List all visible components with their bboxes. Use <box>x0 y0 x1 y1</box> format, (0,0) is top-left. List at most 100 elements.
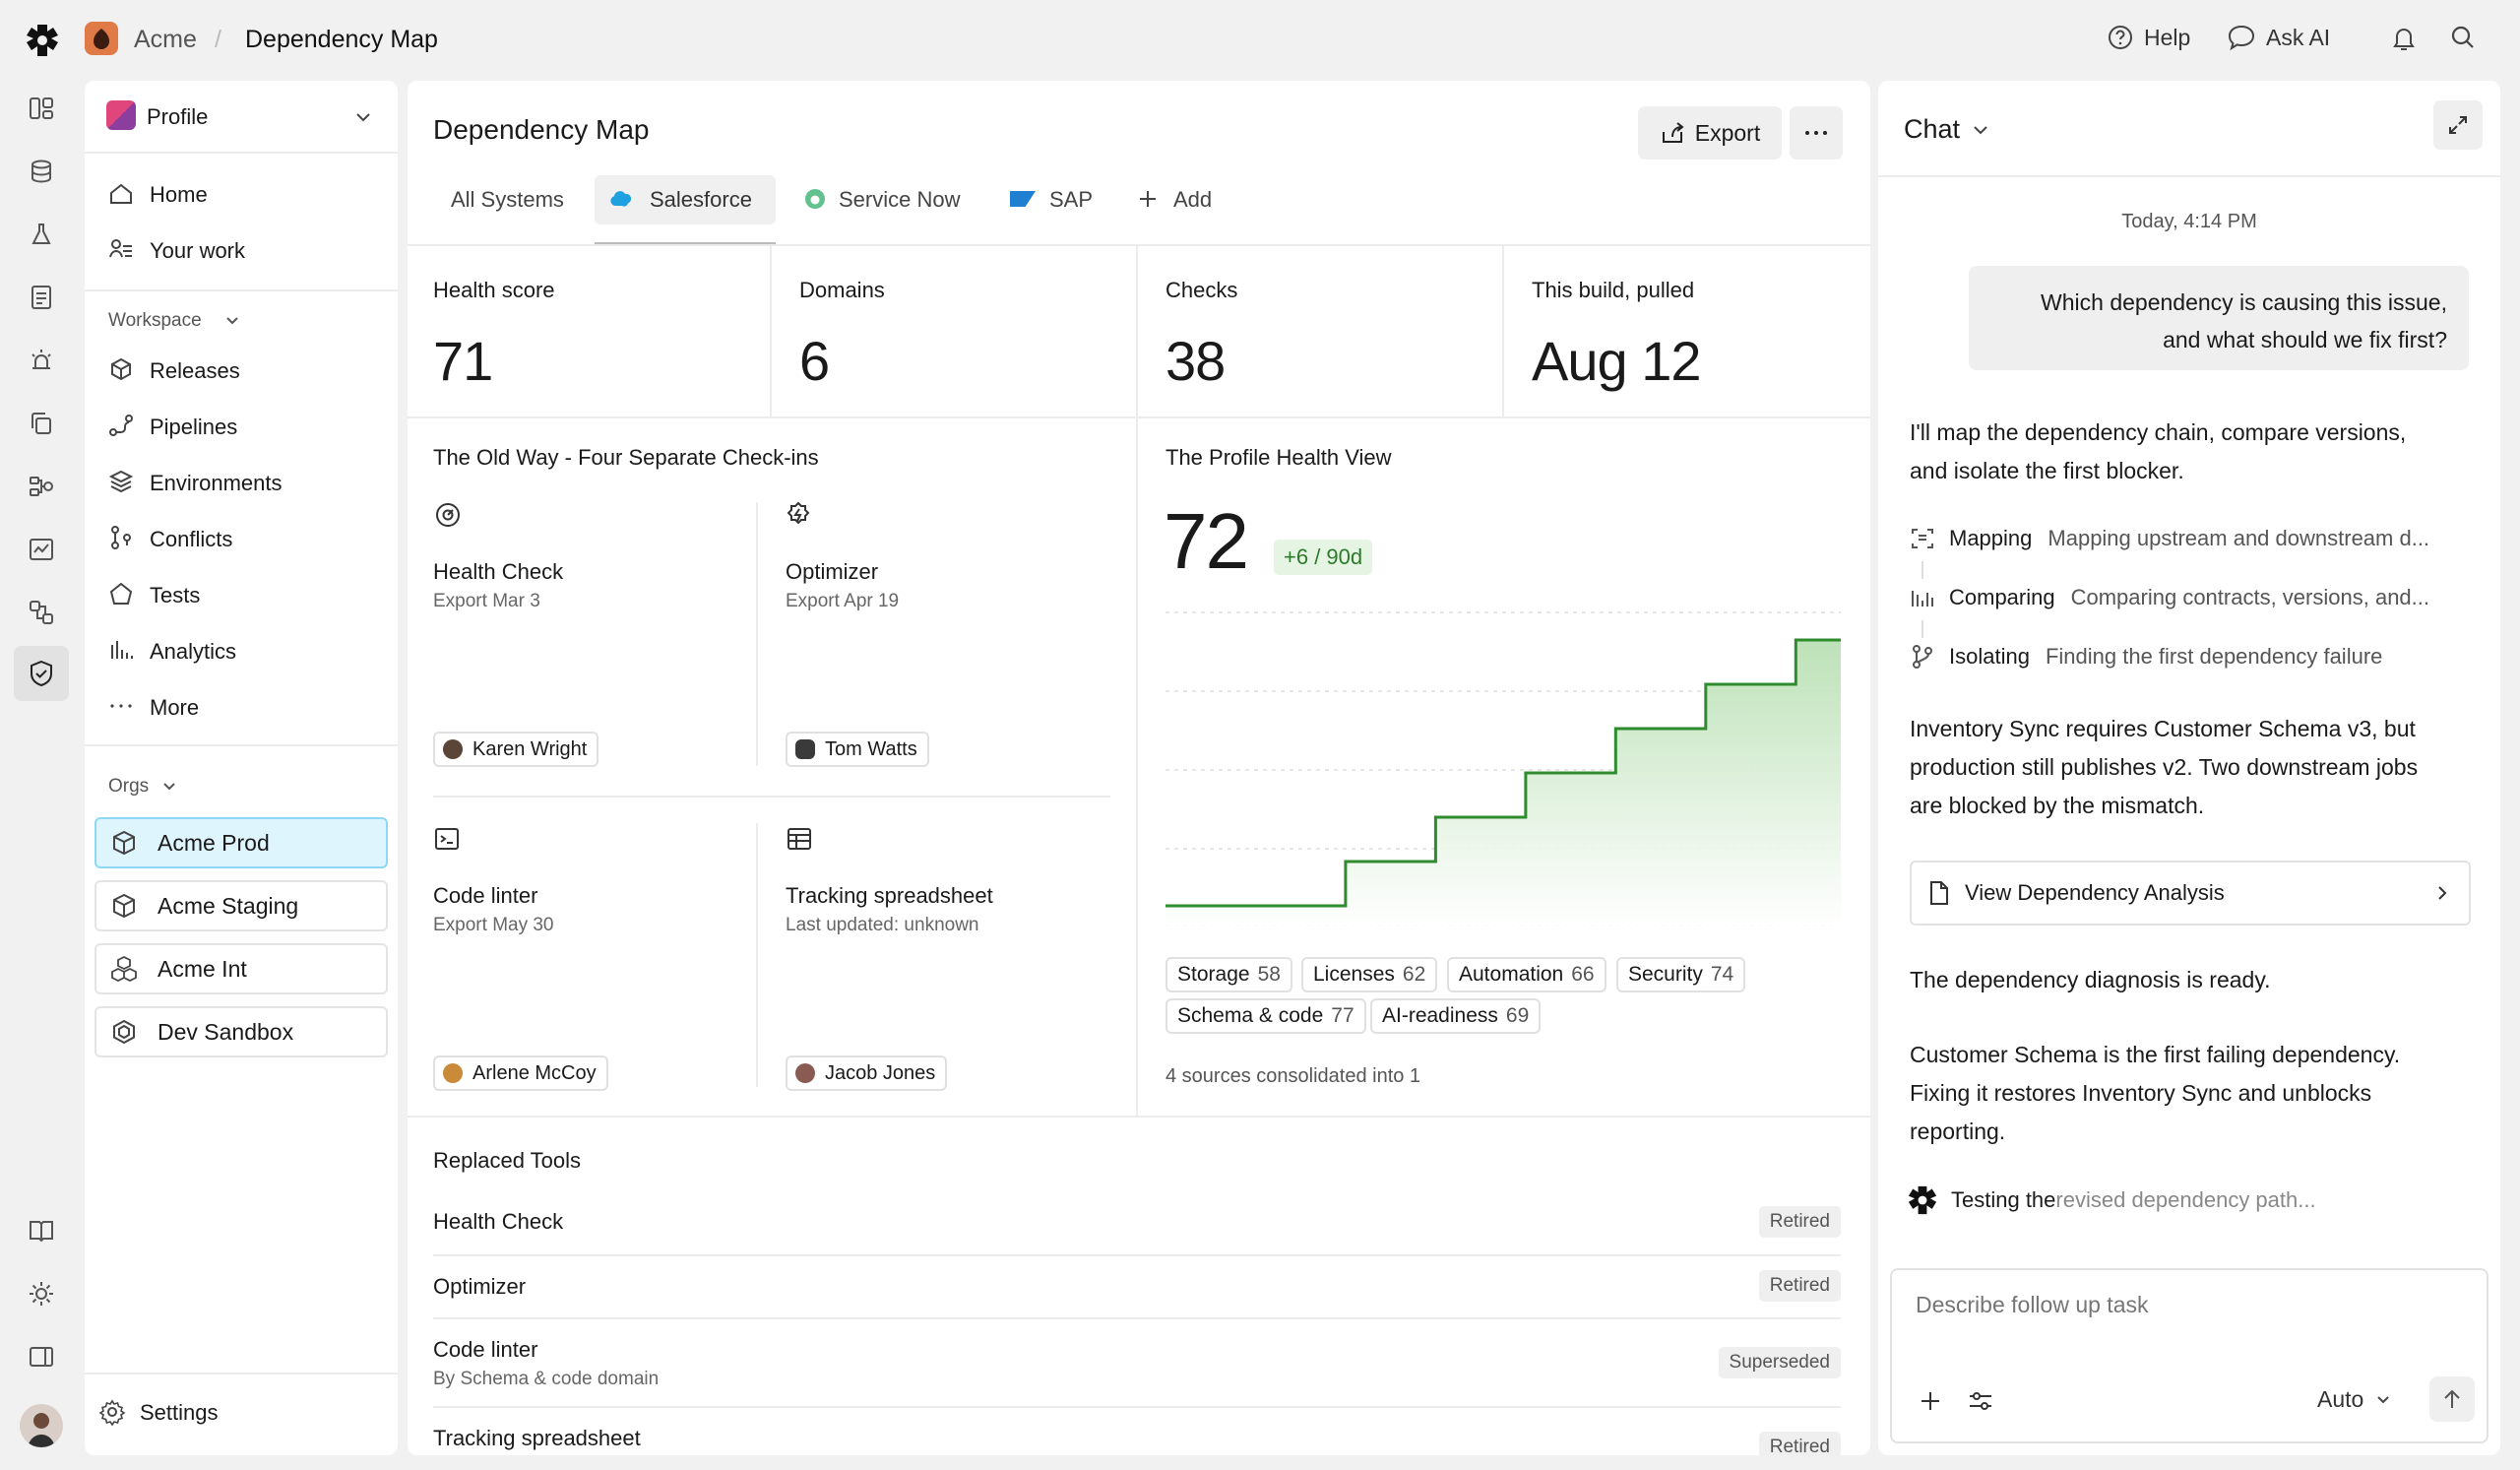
chevron-down-icon[interactable] <box>159 777 179 797</box>
settings-link[interactable]: Settings <box>140 1400 219 1425</box>
owner-name: Arlene McCoy <box>472 1061 597 1084</box>
step-isolating[interactable]: Isolating Finding the first dependency f… <box>1910 644 2382 670</box>
status-badge-clip: Retired <box>1732 1432 1841 1455</box>
step-comparing[interactable]: Comparing Comparing contracts, versions,… <box>1910 585 2429 610</box>
activity-icon[interactable] <box>26 534 57 565</box>
nav-home[interactable]: Home <box>150 182 208 207</box>
owner-chip[interactable]: Tom Watts <box>786 732 929 767</box>
follow-up-input[interactable] <box>1916 1292 2447 1318</box>
testing-status-text: Testing the <box>1951 1187 2056 1212</box>
workspace-section-label[interactable]: Workspace <box>108 310 202 331</box>
tab-service-now[interactable]: Service Now <box>839 187 961 212</box>
nav-releases[interactable]: Releases <box>150 358 240 383</box>
chevron-down-icon[interactable] <box>222 311 242 331</box>
hexagon-icon <box>113 1019 135 1045</box>
assistant-text-line: Fixing it restores Inventory Sync and un… <box>1910 1080 2372 1106</box>
sidebar-panel <box>85 81 398 1455</box>
domain-chip-security[interactable]: Security 74 <box>1616 957 1746 992</box>
org-item-acme-prod[interactable]: Acme Prod <box>94 817 388 868</box>
replaced-row-title: Tracking spreadsheet <box>433 1426 641 1450</box>
app-logo-icon <box>1908 1185 1937 1215</box>
tab-sap[interactable]: SAP <box>1049 187 1094 212</box>
nav-your-work[interactable]: Your work <box>150 238 246 263</box>
cubes-icon <box>111 955 137 983</box>
chat-title-selector[interactable]: Chat <box>1904 114 1991 145</box>
mode-selector[interactable]: Auto <box>2317 1386 2393 1413</box>
domain-chip-schema-code[interactable]: Schema & code 77 <box>1166 998 1366 1034</box>
dashboard-icon[interactable] <box>26 93 57 124</box>
owner-chip[interactable]: Arlene McCoy <box>433 1055 608 1091</box>
lab-icon[interactable] <box>26 219 57 250</box>
nav-environments[interactable]: Environments <box>150 471 283 495</box>
bar-chart-icon <box>1912 591 1933 607</box>
stat-value-health-score: 71 <box>433 330 493 392</box>
alert-light-icon[interactable] <box>26 345 57 376</box>
view-dependency-analysis-link[interactable]: View Dependency Analysis <box>1910 861 2471 926</box>
chip-value: 74 <box>1710 963 1734 986</box>
status-badge: Retired <box>1758 1432 1841 1455</box>
more-options-button[interactable] <box>1790 106 1843 160</box>
assistant-text-line: I'll map the dependency chain, compare v… <box>1910 419 2407 445</box>
cube-icon <box>113 893 135 919</box>
org-item-acme-int[interactable]: Acme Int <box>94 943 388 994</box>
chat-composer[interactable]: Auto <box>1890 1268 2488 1443</box>
profile-selector[interactable]: Profile <box>147 104 209 129</box>
nav-analytics[interactable]: Analytics <box>150 639 237 664</box>
divider <box>756 823 758 1087</box>
org-item-acme-staging[interactable]: Acme Staging <box>94 880 388 931</box>
expand-button[interactable] <box>2433 100 2483 150</box>
domain-chip-ai-readiness[interactable]: AI-readiness 69 <box>1370 998 1542 1034</box>
export-button[interactable]: Export <box>1638 106 1782 160</box>
sidebar-toggle-icon[interactable] <box>26 1341 57 1373</box>
replaced-row-title: Optimizer <box>433 1274 527 1299</box>
flow-icon[interactable] <box>26 471 57 502</box>
chip-label: Automation <box>1459 963 1564 986</box>
step-name: Mapping <box>1949 526 2033 550</box>
stat-label-build: This build, pulled <box>1532 278 1695 302</box>
help-button[interactable]: Help <box>2107 24 2190 51</box>
org-item-dev-sandbox[interactable]: Dev Sandbox <box>94 1006 388 1057</box>
ask-ai-button[interactable]: Ask AI <box>2227 24 2330 51</box>
tab-all-systems[interactable]: All Systems <box>451 187 564 212</box>
org-label: Dev Sandbox <box>158 1018 294 1045</box>
domain-chip-storage[interactable]: Storage 58 <box>1166 957 1292 992</box>
chevron-down-icon[interactable] <box>352 106 374 128</box>
document-icon[interactable] <box>26 282 57 313</box>
divider <box>756 502 758 766</box>
bar-chart-icon <box>108 637 134 663</box>
database-icon[interactable] <box>26 156 57 187</box>
orgs-section-label[interactable]: Orgs <box>108 776 150 797</box>
send-button[interactable] <box>2429 1376 2475 1422</box>
step-mapping[interactable]: Mapping Mapping upstream and downstream … <box>1910 526 2429 551</box>
owner-chip[interactable]: Karen Wright <box>433 732 599 767</box>
org-label: Acme Staging <box>158 892 299 919</box>
table-icon <box>786 825 813 853</box>
nav-pipelines[interactable]: Pipelines <box>150 415 238 439</box>
nav-tests[interactable]: Tests <box>150 583 201 607</box>
notifications-bell-icon[interactable] <box>2390 24 2418 53</box>
owner-chip[interactable]: Jacob Jones <box>786 1055 948 1091</box>
app-logo-icon[interactable] <box>26 24 59 57</box>
theme-sun-icon[interactable] <box>26 1278 57 1310</box>
org-avatar[interactable] <box>85 22 118 55</box>
domain-chip-licenses[interactable]: Licenses 62 <box>1301 957 1438 992</box>
integration-icon[interactable] <box>26 597 57 628</box>
book-icon[interactable] <box>26 1215 57 1246</box>
status-badge: Retired <box>1758 1270 1841 1302</box>
plus-icon[interactable] <box>1136 187 1160 211</box>
breadcrumb-org[interactable]: Acme <box>134 26 197 53</box>
tab-salesforce[interactable]: Salesforce <box>650 187 752 212</box>
domain-chip-automation[interactable]: Automation 66 <box>1447 957 1606 992</box>
mode-label: Auto <box>2317 1386 2364 1412</box>
copy-icon[interactable] <box>26 408 57 439</box>
divider <box>85 152 398 154</box>
shield-check-icon[interactable] <box>26 658 57 689</box>
user-avatar[interactable] <box>20 1404 63 1447</box>
assistant-ready: The dependency diagnosis is ready. <box>1910 967 2271 992</box>
nav-conflicts[interactable]: Conflicts <box>150 527 233 551</box>
nav-more[interactable]: More <box>150 695 200 720</box>
search-icon[interactable] <box>2449 24 2477 51</box>
tab-add[interactable]: Add <box>1173 187 1213 212</box>
assistant-text-line: production still publishes v2. Two downs… <box>1910 754 2419 780</box>
tool-subtitle: Export Mar 3 <box>433 591 540 611</box>
